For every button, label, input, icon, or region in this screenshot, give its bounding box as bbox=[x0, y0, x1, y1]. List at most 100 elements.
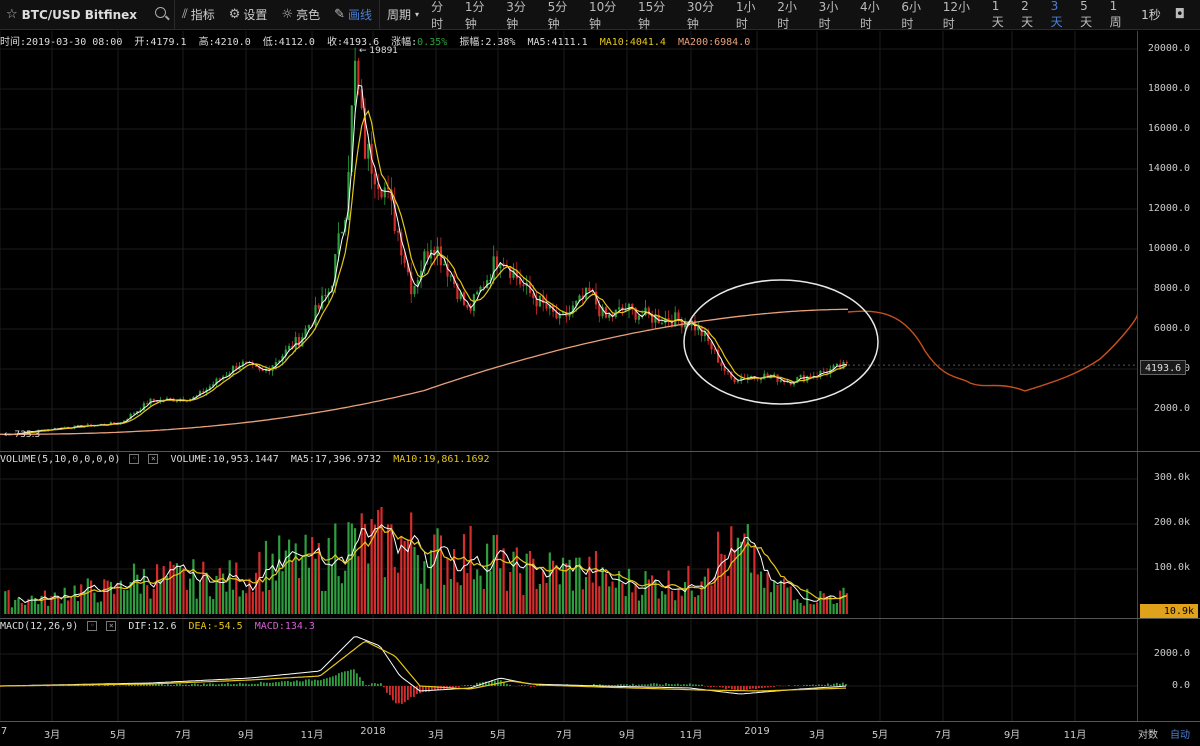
interval-0[interactable]: 分时 bbox=[431, 0, 444, 31]
interval-5[interactable]: 15分钟 bbox=[637, 0, 666, 31]
volume-bar bbox=[4, 591, 7, 614]
candle-body bbox=[7, 434, 10, 436]
macd-bar bbox=[296, 680, 298, 686]
volume-bar bbox=[393, 566, 396, 614]
eye-icon[interactable]: ◦ bbox=[87, 621, 98, 631]
candle-body bbox=[492, 256, 495, 281]
log-scale-button[interactable]: 对数 bbox=[1138, 730, 1158, 741]
volume-bar bbox=[225, 591, 228, 614]
candle-body bbox=[594, 291, 598, 305]
volume-bar bbox=[281, 571, 284, 614]
volume-bar bbox=[66, 600, 70, 614]
volume-bar bbox=[756, 574, 759, 614]
macd-axis-label: 2000.0 bbox=[1153, 648, 1190, 659]
time-axis[interactable]: 对数 自动 7 3月 5月 7月 9月 11月 2018 3月 5月 7月 9月 11月 2019 3月 5… bbox=[0, 721, 1200, 746]
interval-list: 分时 1分钟 3分钟 5分钟 10分钟 15分钟 30分钟 1小时 2小时 3小时 4小时 6小时 12… bbox=[426, 0, 1134, 31]
interval-17[interactable]: 1周 bbox=[1109, 0, 1122, 29]
refresh-rate[interactable]: 1秒 bbox=[1134, 0, 1168, 30]
interval-2[interactable]: 3分钟 bbox=[506, 0, 526, 31]
interval-13[interactable]: 1天 bbox=[991, 0, 1004, 29]
volume-panel[interactable]: VOLUME(5,10,0,0,0,0) ◦ × VOLUME:10,953.144… bbox=[0, 452, 1137, 618]
candle-body bbox=[608, 314, 611, 318]
macd-bar bbox=[695, 684, 697, 686]
volume-bar bbox=[126, 590, 129, 614]
volume-bar bbox=[713, 576, 716, 614]
volume-bar bbox=[83, 590, 86, 614]
star-icon[interactable]: ☆ bbox=[6, 7, 18, 22]
candle-body bbox=[522, 284, 525, 286]
candle-body bbox=[535, 298, 538, 307]
volume-bar bbox=[340, 583, 343, 614]
eye-icon[interactable]: ◦ bbox=[129, 454, 140, 464]
macd-bar bbox=[815, 685, 817, 686]
interval-10[interactable]: 4小时 bbox=[859, 0, 880, 31]
volume-bar bbox=[568, 559, 571, 614]
screenshot-button[interactable]: ◘ bbox=[1168, 0, 1200, 30]
volume-bar bbox=[730, 526, 733, 614]
auto-scale-button[interactable]: 自动 bbox=[1170, 730, 1190, 741]
volume-bar bbox=[528, 550, 532, 614]
volume-bar bbox=[17, 597, 20, 614]
macd-bar bbox=[254, 684, 256, 686]
indicators-button[interactable]: ⫽ 指标 bbox=[175, 0, 222, 30]
volume-bar bbox=[324, 590, 327, 614]
macd-axis[interactable]: 2000.0 0.0 bbox=[1137, 619, 1200, 721]
macd-bar bbox=[698, 684, 700, 686]
interval-16[interactable]: 5天 bbox=[1080, 0, 1093, 29]
volume-bar bbox=[585, 577, 588, 614]
interval-12[interactable]: 12小时 bbox=[942, 0, 971, 31]
macd-bar bbox=[230, 684, 232, 686]
macd-bar bbox=[617, 684, 619, 686]
close-icon[interactable]: × bbox=[106, 621, 117, 631]
candle-body bbox=[476, 291, 479, 295]
macd-bar bbox=[626, 684, 628, 686]
volume-axis[interactable]: 300.0k 200.0k 100.0k bbox=[1137, 452, 1200, 618]
interval-9[interactable]: 3小时 bbox=[818, 0, 839, 31]
macd-bar bbox=[146, 683, 148, 686]
interval-14[interactable]: 2天 bbox=[1021, 0, 1034, 29]
candle-body bbox=[575, 300, 578, 306]
macd-bar bbox=[272, 682, 274, 686]
price-axis[interactable]: 20000.0 18000.0 16000.0 14000.0 12000.0 10000… bbox=[1137, 31, 1200, 451]
macd-bar bbox=[671, 684, 673, 686]
theme-button[interactable]: ☼ 亮色 bbox=[274, 0, 327, 30]
volume-bar bbox=[509, 572, 512, 614]
macd-panel[interactable]: MACD(12,26,9) ◦ × DIF:12.6 DEA:-54.5 MACD:… bbox=[0, 619, 1137, 721]
search-icon[interactable] bbox=[154, 6, 166, 18]
candle-body bbox=[585, 287, 588, 299]
candle-body bbox=[571, 305, 574, 313]
macd-bar bbox=[494, 680, 496, 686]
interval-6[interactable]: 30分钟 bbox=[686, 0, 715, 31]
macd-bar bbox=[827, 683, 829, 686]
period-dropdown[interactable]: 周期 ▾ bbox=[380, 0, 426, 30]
volume-bar bbox=[396, 572, 400, 614]
price-chart-panel[interactable]: 时间:2019-03-30 08:00 开:4179.1 高:4210.0 低:… bbox=[0, 31, 1137, 451]
symbol-search-box[interactable]: ☆ BTC/USD Bitfinex bbox=[0, 0, 175, 30]
volume-bar bbox=[86, 578, 89, 614]
interval-11[interactable]: 6小时 bbox=[901, 0, 921, 31]
drawing-button[interactable]: ✎ 画线 bbox=[327, 0, 379, 30]
close-icon[interactable]: × bbox=[148, 454, 159, 464]
candle-body bbox=[674, 312, 677, 327]
interval-4[interactable]: 10分钟 bbox=[589, 0, 617, 31]
interval-3[interactable]: 5分钟 bbox=[547, 0, 568, 31]
volume-bar bbox=[479, 575, 482, 614]
settings-button[interactable]: ⚙ 设置 bbox=[222, 0, 275, 30]
macd-bar bbox=[356, 673, 358, 686]
time-axis-label: 11月 bbox=[300, 730, 324, 741]
macd-bar bbox=[734, 686, 736, 690]
candle-body bbox=[406, 263, 409, 273]
interval-1[interactable]: 1分钟 bbox=[464, 0, 485, 31]
volume-bar bbox=[703, 576, 706, 614]
volume-bar bbox=[614, 587, 617, 614]
candle-body bbox=[684, 322, 687, 328]
price-axis-label: 10000.0 bbox=[1147, 243, 1190, 254]
interval-7[interactable]: 1小时 bbox=[735, 0, 756, 31]
macd-bar bbox=[149, 684, 151, 686]
interval-15[interactable]: 3天 bbox=[1050, 0, 1063, 29]
volume-bar bbox=[297, 577, 301, 614]
interval-8[interactable]: 2小时 bbox=[777, 0, 797, 31]
macd-bar bbox=[89, 684, 91, 686]
volume-bar bbox=[680, 595, 683, 614]
volume-bar bbox=[106, 580, 109, 614]
